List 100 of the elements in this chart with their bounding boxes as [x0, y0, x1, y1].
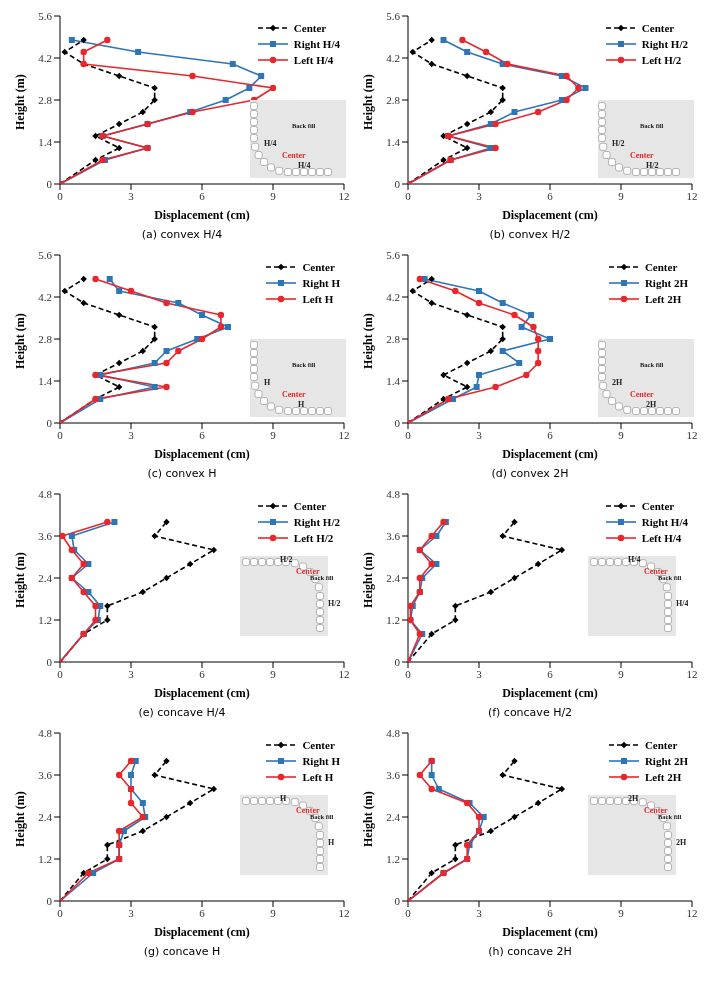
annotation: Center: [644, 567, 668, 576]
x-tick-label: 12: [686, 428, 698, 441]
x-tick-label: 6: [199, 906, 206, 919]
x-axis-title: Displacement (cm): [154, 447, 250, 461]
y-tick-label: 4.8: [386, 726, 401, 739]
y-tick-label: 0: [394, 416, 401, 429]
y-axis-title: Height (m): [13, 74, 28, 130]
x-tick-label: 12: [338, 906, 350, 919]
annotation: H/4: [628, 555, 641, 564]
y-tick-label: 2.4: [38, 571, 53, 584]
annotation: H: [280, 794, 287, 803]
annotation: Center: [296, 567, 320, 576]
x-tick-label: 3: [128, 906, 135, 919]
y-axis-title: Height (m): [13, 313, 28, 369]
y-tick-label: 1.2: [386, 852, 400, 865]
text: (a) convex H/4: [140, 228, 224, 241]
y-tick-label: 5.6: [38, 248, 53, 261]
x-tick-label: 9: [618, 667, 625, 680]
x-axis-title: Displacement (cm): [502, 447, 598, 461]
text: (h) concave 2H: [487, 945, 573, 958]
annotation: H/2: [280, 555, 293, 564]
y-tick-label: 1.4: [386, 135, 401, 148]
y-tick-label: 2.4: [38, 810, 53, 823]
x-tick-label: 0: [57, 906, 64, 919]
legend-label: Center: [641, 500, 675, 512]
legend-label: Right H/4: [641, 516, 688, 528]
legend-label: Right H: [302, 277, 340, 289]
legend-label: Left H/2: [293, 532, 334, 544]
annotation: H: [298, 400, 305, 409]
y-tick-label: 1.4: [38, 135, 53, 148]
x-tick-label: 3: [128, 667, 135, 680]
y-tick-label: 1.2: [38, 852, 52, 865]
legend-label: Right H/4: [293, 38, 340, 50]
x-tick-label: 0: [57, 189, 64, 202]
legend-label: Center: [644, 739, 678, 751]
x-tick-label: 3: [476, 906, 483, 919]
x-axis-title: Displacement (cm): [154, 208, 250, 222]
annotation: H: [328, 838, 335, 847]
x-tick-label: 12: [686, 189, 698, 202]
annotation: Center: [644, 806, 668, 815]
x-tick-label: 6: [199, 189, 206, 202]
text: (e) concave H/4: [137, 706, 227, 719]
y-tick-label: 2.8: [386, 332, 401, 345]
y-tick-label: 4.2: [38, 290, 52, 303]
legend-label: Center: [641, 22, 675, 34]
annotation: 2H: [646, 400, 657, 409]
x-tick-label: 9: [618, 189, 625, 202]
y-tick-label: 1.2: [386, 613, 400, 626]
annotation: H/4: [298, 161, 311, 170]
annotation: H/2: [328, 599, 341, 608]
x-tick-label: 6: [547, 428, 554, 441]
x-tick-label: 0: [57, 428, 64, 441]
y-tick-label: 4.2: [386, 51, 400, 64]
x-tick-label: 9: [618, 906, 625, 919]
y-tick-label: 4.8: [386, 487, 401, 500]
y-tick-label: 3.6: [38, 768, 53, 781]
annotation: H/2: [612, 139, 625, 148]
x-tick-label: 3: [476, 428, 483, 441]
x-tick-label: 9: [618, 428, 625, 441]
legend-label: Left 2H: [644, 293, 682, 305]
x-axis-title: Displacement (cm): [154, 686, 250, 700]
y-tick-label: 4.2: [386, 290, 400, 303]
y-tick-label: 5.6: [38, 9, 53, 22]
legend-label: Right 2H: [644, 277, 688, 289]
y-tick-label: 2.8: [38, 93, 53, 106]
y-tick-label: 5.6: [386, 248, 401, 261]
y-axis-title: Height (m): [361, 74, 376, 130]
legend-label: Left H: [302, 771, 334, 783]
legend-label: Left H/2: [641, 54, 682, 66]
y-tick-label: 1.2: [38, 613, 52, 626]
y-axis-title: Height (m): [13, 791, 28, 847]
text: (f) concave H/2: [486, 706, 574, 719]
y-axis-title: Height (m): [13, 552, 28, 608]
text: (d) convex 2H: [490, 467, 570, 480]
y-tick-label: 0: [394, 177, 401, 190]
x-tick-label: 6: [199, 667, 206, 680]
legend-label: Center: [302, 261, 335, 273]
x-axis-title: Displacement (cm): [502, 208, 598, 222]
y-axis-title: Height (m): [361, 313, 376, 369]
y-tick-label: 2.8: [386, 93, 401, 106]
x-tick-label: 3: [128, 189, 135, 202]
annotation: Center: [282, 151, 306, 160]
annotation: 2H: [628, 794, 639, 803]
y-axis-title: Height (m): [361, 791, 376, 847]
legend-label: Center: [644, 261, 678, 273]
legend-label: Center: [293, 500, 327, 512]
text: (g) concave H: [142, 945, 222, 958]
y-tick-label: 2.8: [38, 332, 53, 345]
x-tick-label: 3: [476, 189, 483, 202]
y-tick-label: 1.4: [38, 374, 53, 387]
legend-label: Right H/2: [293, 516, 340, 528]
x-tick-label: 12: [686, 667, 698, 680]
x-tick-label: 3: [128, 428, 135, 441]
legend-label: Right H: [302, 755, 340, 767]
annotation: H/4: [264, 139, 277, 148]
legend-label: Left H/4: [641, 532, 682, 544]
y-tick-label: 3.6: [386, 529, 401, 542]
annotation: 2H: [612, 378, 623, 387]
annotation: Center: [282, 390, 306, 399]
x-tick-label: 9: [270, 667, 277, 680]
